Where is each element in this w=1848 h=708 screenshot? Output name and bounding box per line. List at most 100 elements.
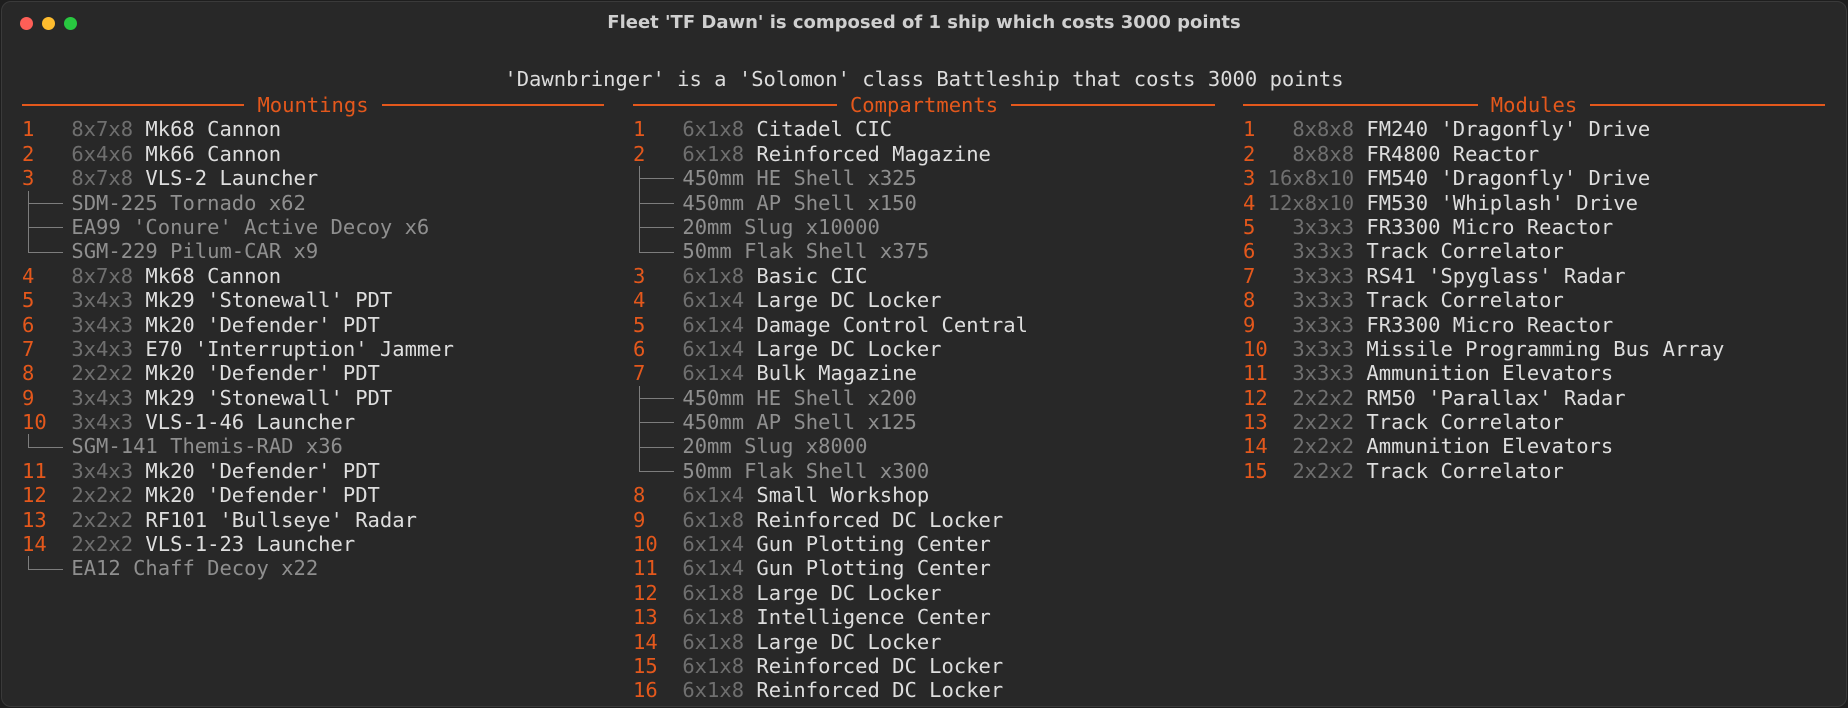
item-row: 3 6x1x8 Basic CIC bbox=[633, 264, 1215, 288]
tree-branch bbox=[633, 190, 682, 216]
item-size: 6x1x4 bbox=[682, 312, 745, 337]
tree-branch bbox=[633, 458, 682, 483]
item-row: 2 6x1x8 Reinforced Magazine bbox=[633, 142, 1215, 166]
item-index: 16 bbox=[633, 678, 658, 703]
header-rule bbox=[1590, 104, 1825, 107]
item-row: 3 16x8x10 FM540 'Dragonfly' Drive bbox=[1243, 166, 1825, 190]
item-name: Track Correlator bbox=[1366, 410, 1564, 435]
window-title: Fleet 'TF Dawn' is composed of 1 ship wh… bbox=[607, 12, 1241, 33]
item-index: 2 bbox=[1243, 141, 1256, 166]
item-size: 2x2x2 bbox=[71, 361, 134, 386]
column-title: Modules bbox=[1490, 93, 1578, 117]
item-row: 8 2x2x2 Mk20 'Defender' PDT bbox=[22, 361, 604, 385]
item-row: 12 2x2x2 Mk20 'Defender' PDT bbox=[22, 483, 604, 507]
item-name: RF101 'Bullseye' Radar bbox=[145, 507, 417, 532]
item-size: 6x1x8 bbox=[682, 605, 745, 630]
item-row: 5 6x1x4 Damage Control Central bbox=[633, 313, 1215, 337]
item-size: 6x1x8 bbox=[682, 117, 745, 142]
item-row: 7 6x1x4 Bulk Magazine bbox=[633, 361, 1215, 385]
item-name: Reinforced Magazine bbox=[756, 141, 991, 166]
item-index: 15 bbox=[633, 653, 658, 678]
item-row: 14 2x2x2 Ammunition Elevators bbox=[1243, 434, 1825, 458]
child-row: SDM-225 Tornado x62 bbox=[22, 190, 604, 216]
item-size: 3x4x3 bbox=[71, 458, 134, 483]
child-row: 20mm Slug x10000 bbox=[633, 214, 1215, 240]
item-index: 1 bbox=[1243, 117, 1256, 142]
item-row: 5 3x4x3 Mk29 'Stonewall' PDT bbox=[22, 288, 604, 312]
item-row: 4 6x1x4 Large DC Locker bbox=[633, 288, 1215, 312]
child-name: SGM-229 Pilum-CAR x9 bbox=[71, 239, 319, 264]
item-name: FR3300 Micro Reactor bbox=[1366, 312, 1614, 337]
item-size: 3x4x3 bbox=[71, 385, 134, 410]
item-name: Citadel CIC bbox=[756, 117, 893, 142]
item-row: 7 3x3x3 RS41 'Spyglass' Radar bbox=[1243, 264, 1825, 288]
item-size: 2x2x2 bbox=[1292, 458, 1355, 483]
item-name: Large DC Locker bbox=[756, 580, 942, 605]
item-row: 11 3x3x3 Ammunition Elevators bbox=[1243, 361, 1825, 385]
column: Compartments 1 6x1x8 Citadel CIC 2 6x1x8 Reinf… bbox=[633, 93, 1216, 703]
child-name: 450mm HE Shell x200 bbox=[682, 385, 917, 410]
header-rule bbox=[381, 104, 604, 107]
item-size: 3x4x3 bbox=[71, 312, 134, 337]
item-size: 3x3x3 bbox=[1292, 239, 1355, 264]
child-row: SGM-229 Pilum-CAR x9 bbox=[22, 239, 604, 263]
item-size: 6x1x4 bbox=[682, 288, 745, 313]
item-name: FM240 'Dragonfly' Drive bbox=[1366, 117, 1651, 142]
tree-branch bbox=[633, 239, 682, 263]
item-name: RM50 'Parallax' Radar bbox=[1366, 385, 1626, 410]
item-index: 7 bbox=[633, 361, 646, 386]
item-size: 3x4x3 bbox=[71, 410, 134, 435]
item-name: Large DC Locker bbox=[756, 288, 942, 313]
item-index: 10 bbox=[1243, 336, 1268, 361]
item-index: 7 bbox=[22, 336, 35, 361]
item-index: 14 bbox=[633, 629, 658, 654]
tree-branch bbox=[633, 410, 682, 435]
child-row: EA99 'Conure' Active Decoy x6 bbox=[22, 214, 604, 240]
item-row: 8 6x1x4 Small Workshop bbox=[633, 483, 1215, 507]
close-button[interactable] bbox=[20, 17, 33, 30]
item-size: 3x3x3 bbox=[1292, 312, 1355, 337]
item-row: 13 2x2x2 Track Correlator bbox=[1243, 410, 1825, 434]
item-size: 2x2x2 bbox=[1292, 410, 1355, 435]
item-size: 6x1x8 bbox=[682, 653, 745, 678]
item-name: Mk20 'Defender' PDT bbox=[145, 361, 380, 386]
item-name: Mk68 Cannon bbox=[145, 263, 282, 288]
minimize-button[interactable] bbox=[42, 17, 55, 30]
item-size: 3x3x3 bbox=[1292, 288, 1355, 313]
item-index: 13 bbox=[1243, 410, 1268, 435]
child-row: 50mm Flak Shell x375 bbox=[633, 239, 1215, 263]
zoom-button[interactable] bbox=[64, 17, 77, 30]
item-row: 1 6x1x8 Citadel CIC bbox=[633, 117, 1215, 141]
item-size: 6x1x4 bbox=[682, 336, 745, 361]
item-size: 3x3x3 bbox=[1292, 214, 1355, 239]
item-name: Damage Control Central bbox=[756, 312, 1028, 337]
item-name: Mk68 Cannon bbox=[145, 117, 282, 142]
item-row: 2 6x4x6 Mk66 Cannon bbox=[22, 142, 604, 166]
item-size: 6x1x4 bbox=[682, 532, 745, 557]
item-row: 6 3x4x3 Mk20 'Defender' PDT bbox=[22, 313, 604, 337]
item-index: 8 bbox=[22, 361, 35, 386]
column-title: Mountings bbox=[257, 93, 369, 117]
child-row: 450mm HE Shell x325 bbox=[633, 166, 1215, 191]
item-index: 5 bbox=[1243, 214, 1256, 239]
item-row: 10 3x4x3 VLS-1-46 Launcher bbox=[22, 410, 604, 434]
item-name: FM540 'Dragonfly' Drive bbox=[1366, 166, 1651, 191]
item-size: 8x8x8 bbox=[1292, 141, 1355, 166]
item-index: 7 bbox=[1243, 263, 1256, 288]
child-row: 450mm HE Shell x200 bbox=[633, 385, 1215, 411]
item-row: 5 3x3x3 FR3300 Micro Reactor bbox=[1243, 215, 1825, 239]
item-index: 3 bbox=[22, 166, 35, 191]
column: Modules 1 8x8x8 FM240 'Dragonfly' Drive 2 8x8… bbox=[1243, 93, 1825, 483]
item-index: 4 bbox=[1243, 190, 1256, 215]
child-name: 50mm Flak Shell x300 bbox=[682, 458, 930, 483]
item-name: Reinforced DC Locker bbox=[756, 678, 1004, 703]
item-index: 13 bbox=[22, 507, 47, 532]
item-name: Ammunition Elevators bbox=[1366, 434, 1614, 459]
item-row: 9 3x4x3 Mk29 'Stonewall' PDT bbox=[22, 386, 604, 410]
item-index: 12 bbox=[633, 580, 658, 605]
item-row: 2 8x8x8 FR4800 Reactor bbox=[1243, 142, 1825, 166]
tree-branch bbox=[633, 434, 682, 460]
item-size: 2x2x2 bbox=[1292, 434, 1355, 459]
title-bar: Fleet 'TF Dawn' is composed of 1 ship wh… bbox=[2, 2, 1846, 42]
header-rule bbox=[22, 104, 245, 107]
